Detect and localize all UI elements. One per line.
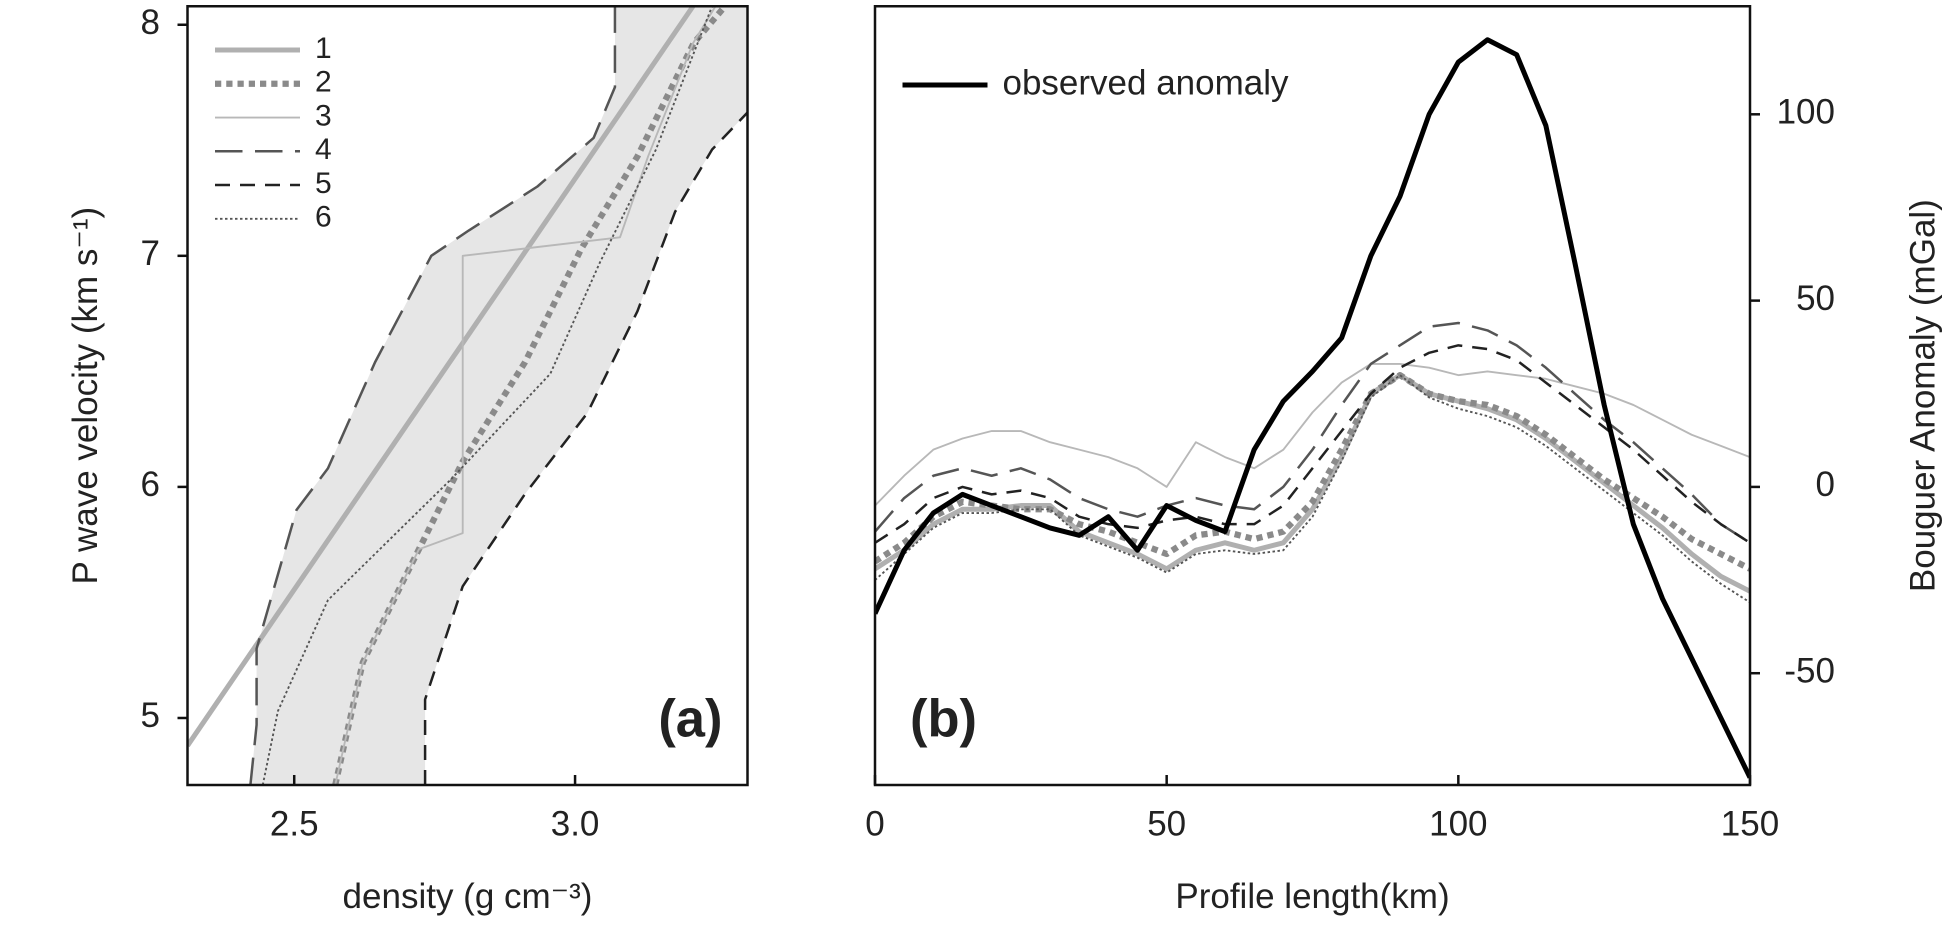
y-tick-label: 8 bbox=[141, 3, 160, 42]
y-tick-label: 5 bbox=[141, 696, 160, 735]
x-tick-label: 0 bbox=[865, 805, 884, 844]
plot-frame bbox=[873, 5, 1752, 787]
y-tick-label: 6 bbox=[141, 465, 160, 504]
legend-label: 5 bbox=[315, 167, 332, 200]
legend-label: 2 bbox=[315, 66, 332, 99]
data-line bbox=[332, 6, 728, 785]
legend-label: 4 bbox=[315, 133, 332, 166]
panel-label: (a) bbox=[658, 689, 722, 748]
data-line bbox=[249, 6, 617, 785]
x-tick-label: 2.5 bbox=[270, 805, 319, 844]
y-axis-label: Bouguer Anomaly (mGal) bbox=[1903, 199, 1942, 592]
data-line bbox=[875, 363, 1750, 507]
x-tick-label: 50 bbox=[1147, 805, 1186, 844]
legend-label: observed anomaly bbox=[1003, 63, 1289, 102]
data-line bbox=[875, 321, 1750, 544]
legend-label: 3 bbox=[315, 99, 332, 132]
x-axis-label: Profile length(km) bbox=[1175, 877, 1449, 916]
series-group bbox=[875, 37, 1750, 779]
panel-label: (b) bbox=[910, 689, 977, 748]
data-line bbox=[875, 374, 1750, 604]
data-line bbox=[875, 372, 1750, 572]
legend-label: 1 bbox=[315, 32, 332, 65]
data-line bbox=[423, 111, 748, 785]
y-tick-label: -50 bbox=[1784, 651, 1835, 690]
x-tick-label: 100 bbox=[1429, 805, 1487, 844]
x-tick-label: 150 bbox=[1721, 805, 1779, 844]
shaded-range bbox=[250, 6, 748, 785]
y-tick-label: 7 bbox=[141, 234, 160, 273]
data-line bbox=[261, 6, 713, 785]
y-tick-label: 100 bbox=[1777, 93, 1835, 132]
y-tick-label: 50 bbox=[1796, 279, 1835, 318]
data-line bbox=[875, 372, 1750, 594]
data-line bbox=[875, 344, 1750, 544]
x-tick-label: 3.0 bbox=[551, 805, 600, 844]
y-tick-label: 0 bbox=[1816, 465, 1835, 504]
series-group bbox=[187, 6, 748, 785]
data-line bbox=[334, 6, 717, 785]
data-line bbox=[875, 37, 1750, 779]
plot-frame bbox=[186, 5, 749, 787]
legend-label: 6 bbox=[315, 201, 332, 234]
y-axis-label: P wave velocity (km s⁻¹) bbox=[66, 207, 105, 585]
data-line bbox=[187, 6, 696, 748]
x-axis-label: density (g cm⁻³) bbox=[343, 877, 593, 916]
